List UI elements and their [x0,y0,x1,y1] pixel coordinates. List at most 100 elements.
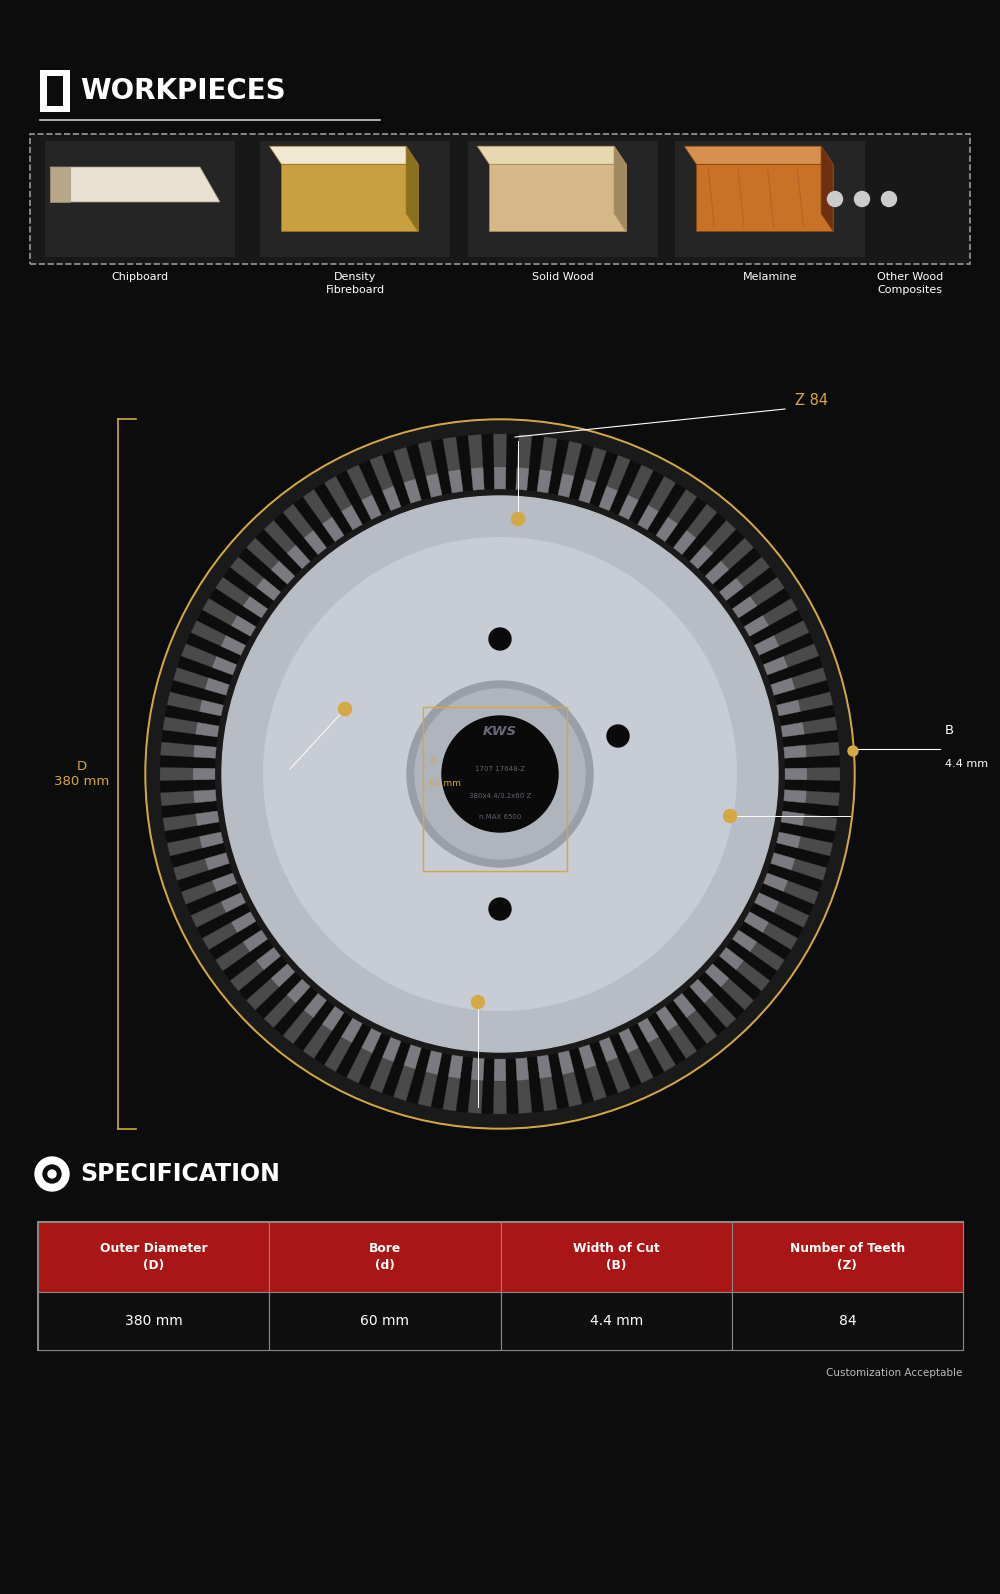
Polygon shape [579,448,607,504]
Text: 4.4 mm: 4.4 mm [590,1313,643,1328]
Polygon shape [431,438,452,496]
Polygon shape [732,577,785,618]
Polygon shape [287,979,310,1003]
Polygon shape [255,529,302,575]
Circle shape [848,746,858,756]
Polygon shape [732,596,757,618]
Polygon shape [223,567,274,609]
Polygon shape [456,435,473,491]
Polygon shape [767,657,823,685]
Polygon shape [656,489,697,542]
Polygon shape [191,893,246,928]
Polygon shape [358,1033,391,1089]
Bar [40,70,70,112]
Polygon shape [527,435,544,491]
Polygon shape [599,1038,618,1062]
Polygon shape [726,939,777,980]
Circle shape [882,191,896,207]
Text: Solid Wood: Solid Wood [532,273,594,282]
Polygon shape [784,744,807,759]
Polygon shape [682,987,726,1036]
Polygon shape [50,167,70,202]
Polygon shape [431,1054,452,1109]
Text: 84: 84 [839,1313,856,1328]
Polygon shape [739,588,791,626]
Polygon shape [443,437,463,493]
Circle shape [607,725,629,748]
Polygon shape [246,964,295,1011]
Polygon shape [212,657,237,674]
Polygon shape [682,512,726,561]
Polygon shape [777,832,833,856]
Text: n.MAX 6500: n.MAX 6500 [479,815,521,819]
Polygon shape [199,700,223,716]
Polygon shape [537,437,557,493]
Polygon shape [361,494,381,520]
Polygon shape [202,912,256,950]
Polygon shape [322,516,344,542]
Polygon shape [160,756,215,768]
Polygon shape [170,843,226,867]
Polygon shape [732,929,757,952]
Bar [696,164,833,231]
Circle shape [512,513,524,526]
Polygon shape [777,700,801,716]
Polygon shape [287,545,310,569]
Polygon shape [406,1047,431,1105]
Polygon shape [690,979,713,1003]
Polygon shape [382,1038,401,1062]
Text: Width of Cut
(B): Width of Cut (B) [573,1242,659,1272]
Polygon shape [779,823,835,843]
Polygon shape [243,596,268,618]
Text: Density
Fibreboard: Density Fibreboard [325,273,385,295]
Polygon shape [763,644,819,674]
Polygon shape [448,1055,463,1079]
Polygon shape [177,657,233,685]
Polygon shape [656,516,678,542]
Polygon shape [548,1054,569,1109]
Polygon shape [468,435,484,491]
Bar [45,140,235,257]
Polygon shape [191,620,246,655]
Polygon shape [163,717,219,736]
Polygon shape [783,730,838,748]
Polygon shape [589,451,618,507]
Polygon shape [209,588,261,626]
Circle shape [442,716,558,832]
Polygon shape [255,972,302,1019]
Polygon shape [527,1057,544,1113]
Circle shape [489,628,511,650]
Bar [269,1293,501,1350]
Polygon shape [212,874,237,891]
Polygon shape [516,1058,529,1081]
Polygon shape [537,1055,552,1079]
Polygon shape [193,768,215,779]
Circle shape [472,996,484,1009]
Polygon shape [238,956,287,1001]
Polygon shape [647,483,686,536]
Text: Number of Teeth
(Z): Number of Teeth (Z) [790,1242,905,1272]
Polygon shape [181,874,237,904]
Polygon shape [744,912,798,950]
Bar [489,164,626,231]
Polygon shape [202,598,256,636]
Polygon shape [370,1038,401,1093]
Polygon shape [609,1033,642,1089]
Polygon shape [370,456,401,510]
Polygon shape [785,756,840,768]
Polygon shape [713,956,762,1001]
Text: D
380 mm: D 380 mm [54,760,110,787]
Polygon shape [569,445,594,501]
Polygon shape [754,636,779,655]
Text: KWS: KWS [483,725,517,738]
Polygon shape [221,636,246,655]
Polygon shape [456,1057,473,1113]
Polygon shape [162,730,217,748]
Polygon shape [759,633,814,665]
Polygon shape [579,1044,607,1101]
Polygon shape [238,548,287,591]
Polygon shape [638,477,676,529]
Polygon shape [304,531,327,555]
Polygon shape [324,1019,362,1071]
Polygon shape [537,470,552,493]
